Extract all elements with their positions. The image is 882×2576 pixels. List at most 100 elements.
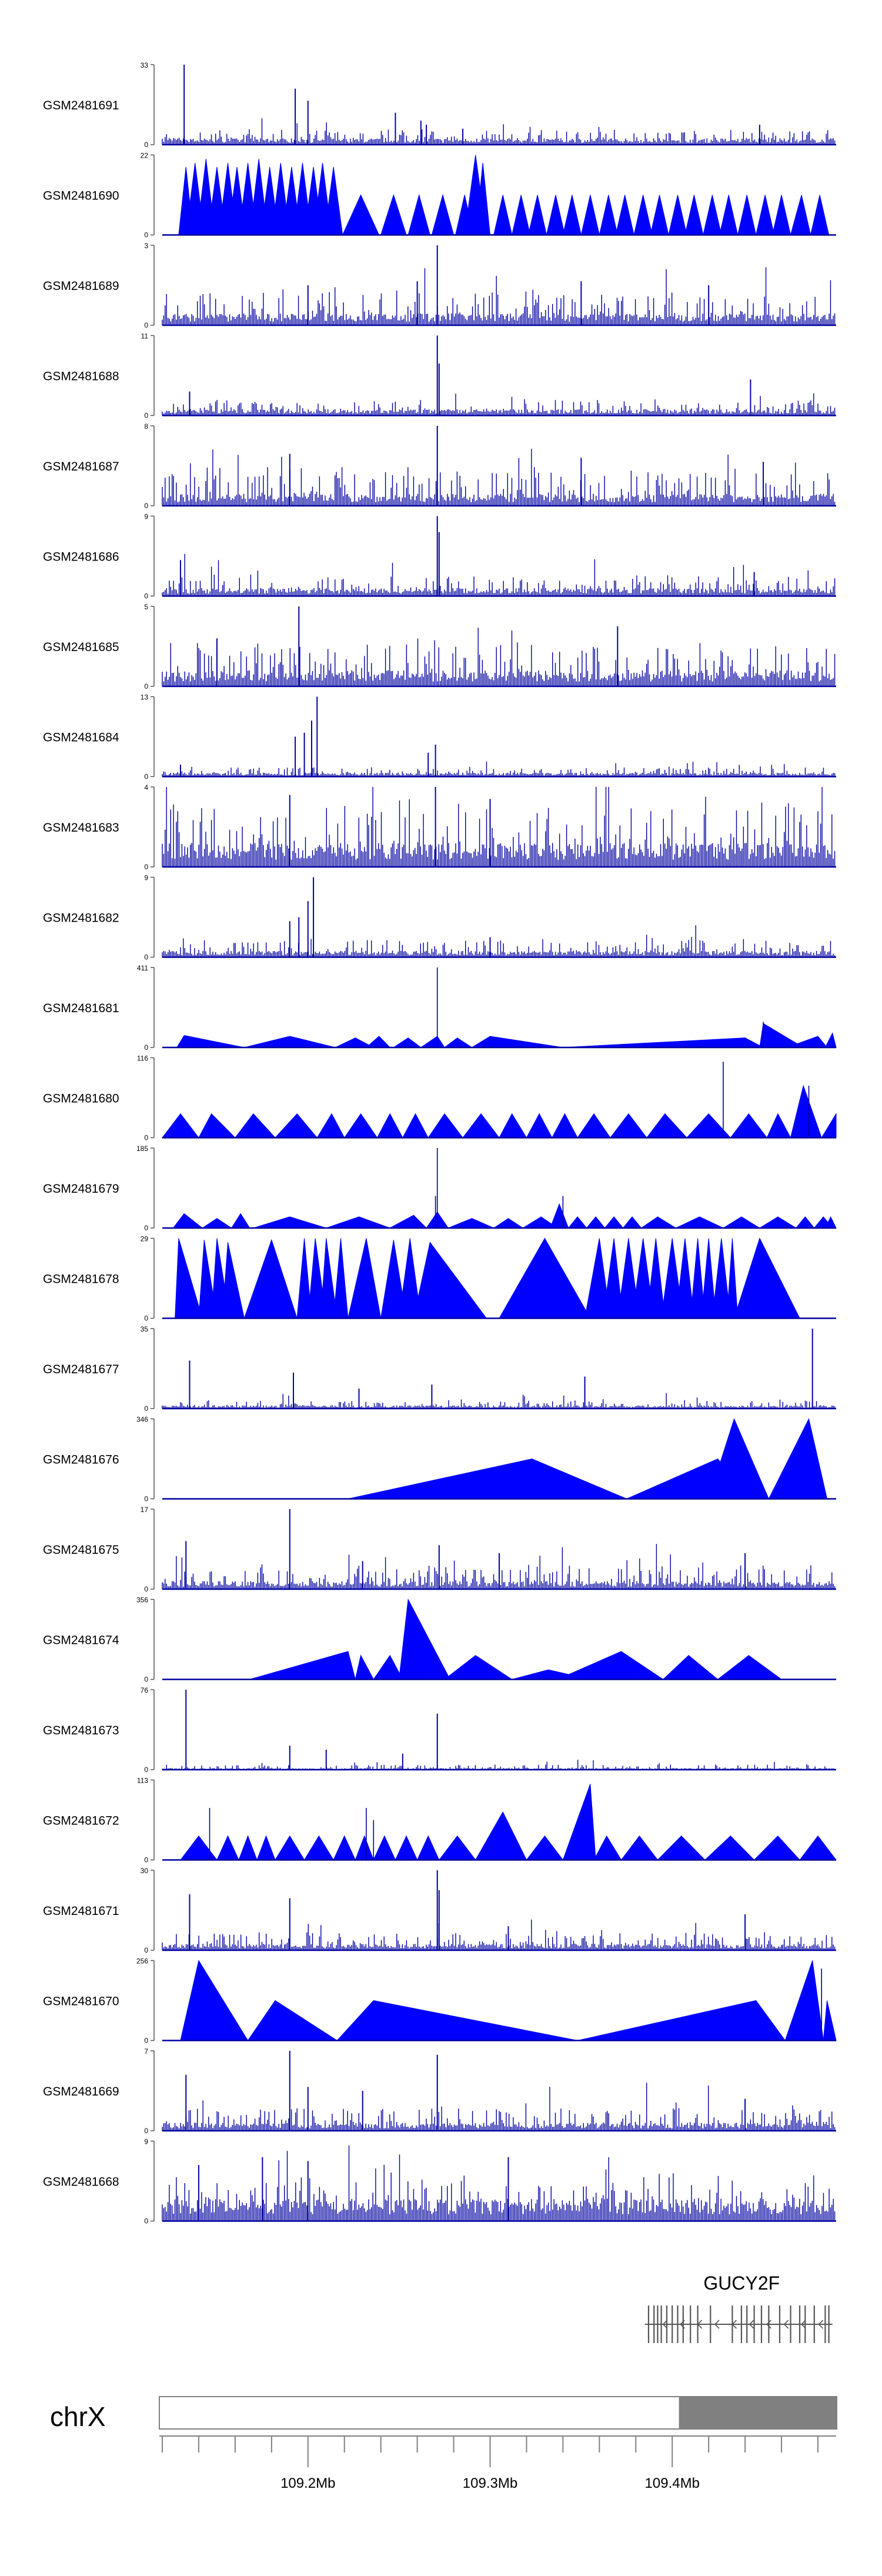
coverage-signal bbox=[162, 118, 836, 145]
coverage-block bbox=[392, 1037, 422, 1048]
genome-axis: chrX 109.2Mb 109.3Mb 109.4Mb bbox=[50, 2396, 837, 2491]
y-zero-label: 0 bbox=[144, 2217, 148, 2225]
coverage-block bbox=[799, 1835, 837, 1860]
coverage-block bbox=[179, 1835, 218, 1860]
coverage-block bbox=[431, 193, 455, 235]
coverage-signal bbox=[162, 761, 836, 777]
coverage-signal bbox=[162, 393, 836, 416]
coverage-block bbox=[546, 195, 566, 235]
track-label: GSM2481671 bbox=[43, 1904, 119, 1918]
track-label: GSM2481690 bbox=[43, 189, 119, 203]
y-zero-label: 0 bbox=[144, 1585, 148, 1593]
coverage-block bbox=[726, 1238, 739, 1319]
coverage-block bbox=[238, 1835, 258, 1860]
track-GSM2481689: GSM2481689 3 0 bbox=[43, 242, 836, 329]
coverage-block bbox=[365, 1036, 391, 1048]
y-zero-label: 0 bbox=[144, 592, 148, 600]
coverage-block bbox=[766, 1113, 791, 1138]
coverage-block bbox=[274, 1113, 318, 1138]
coverage-block bbox=[823, 2000, 837, 2041]
coverage-block bbox=[593, 1835, 622, 1860]
coverage-signal bbox=[162, 787, 836, 867]
track-GSM2481675: GSM2481675 17 0 bbox=[43, 1506, 836, 1593]
coverage-block bbox=[719, 195, 739, 235]
track-GSM2481686: GSM2481686 9 0 bbox=[43, 513, 836, 600]
y-zero-label: 0 bbox=[144, 682, 148, 690]
track-GSM2481680: GSM2481680 116 0 bbox=[43, 1055, 837, 1142]
coverage-block bbox=[198, 1113, 236, 1138]
coverage-block bbox=[821, 1112, 837, 1138]
coverage-block bbox=[380, 193, 407, 235]
coverage-block bbox=[526, 1113, 553, 1138]
coverage-block bbox=[615, 195, 634, 235]
coverage-signal bbox=[162, 2083, 836, 2131]
coverage-block bbox=[243, 1239, 298, 1319]
coverage-signal bbox=[162, 1919, 836, 1950]
coverage-block bbox=[499, 1237, 591, 1319]
coverage-block bbox=[577, 1113, 611, 1138]
coverage-block bbox=[620, 1835, 659, 1860]
track-GSM2481678: GSM2481678 29 0 bbox=[43, 1235, 836, 1323]
coverage-block bbox=[303, 1835, 335, 1860]
track-label: GSM2481683 bbox=[43, 821, 119, 835]
coverage-block bbox=[722, 1216, 761, 1229]
y-max-label: 411 bbox=[137, 964, 148, 972]
tick-label: 109.4Mb bbox=[645, 2475, 700, 2491]
coverage-signal bbox=[162, 553, 836, 596]
y-max-label: 113 bbox=[137, 1777, 148, 1785]
coverage-block bbox=[668, 195, 687, 235]
y-max-label: 76 bbox=[141, 1686, 149, 1694]
coverage-block bbox=[609, 1113, 647, 1138]
y-max-label: 29 bbox=[141, 1235, 149, 1243]
track-GSM2481682: GSM2481682 9 0 bbox=[43, 874, 836, 962]
coverage-block bbox=[784, 1960, 824, 2041]
coverage-block bbox=[703, 195, 722, 235]
coverage-block bbox=[527, 195, 547, 235]
coverage-block bbox=[633, 195, 653, 235]
y-max-label: 4 bbox=[144, 783, 148, 792]
coverage-block bbox=[180, 1960, 249, 2041]
coverage-block bbox=[376, 1113, 403, 1138]
coverage-signal bbox=[162, 1760, 836, 1770]
y-max-label: 9 bbox=[144, 513, 148, 521]
track-GSM2481691: GSM2481691 33 0 bbox=[43, 61, 836, 149]
coverage-block bbox=[562, 1784, 596, 1860]
coverage-block bbox=[355, 1835, 375, 1860]
y-max-label: 17 bbox=[141, 1506, 149, 1514]
y-zero-label: 0 bbox=[144, 953, 148, 962]
coverage-block bbox=[448, 1218, 494, 1229]
track-label: GSM2481684 bbox=[43, 731, 119, 745]
coverage-block bbox=[795, 1216, 815, 1229]
coverage-block bbox=[717, 1655, 783, 1680]
track-label: GSM2481674 bbox=[43, 1634, 119, 1647]
y-zero-label: 0 bbox=[144, 1314, 148, 1323]
coverage-signal bbox=[162, 1393, 836, 1409]
coverage-block bbox=[562, 195, 582, 235]
y-zero-label: 0 bbox=[144, 2127, 148, 2135]
y-max-label: 5 bbox=[144, 603, 148, 611]
gene-track: GUCY2F bbox=[644, 2273, 833, 2343]
track-label: GSM2481688 bbox=[43, 370, 119, 383]
coverage-block bbox=[790, 1085, 822, 1138]
tracks-layer: GSM2481691330GSM2481690220GSM248168930GS… bbox=[43, 61, 837, 2225]
strand-arrow bbox=[680, 2320, 685, 2329]
coverage-block bbox=[244, 1036, 336, 1048]
y-zero-label: 0 bbox=[144, 1043, 148, 1052]
coverage-block bbox=[420, 1036, 446, 1048]
track-GSM2481679: GSM2481679 185 0 bbox=[43, 1144, 837, 1232]
coverage-block bbox=[526, 1835, 564, 1860]
coverage-block bbox=[662, 1655, 719, 1680]
coverage-block bbox=[336, 2000, 578, 2041]
coverage-block bbox=[493, 195, 513, 235]
y-max-label: 256 bbox=[136, 1957, 148, 1966]
coverage-block bbox=[175, 1238, 203, 1319]
y-max-label: 13 bbox=[141, 693, 149, 702]
track-label: GSM2481682 bbox=[43, 912, 119, 925]
strand-arrow bbox=[731, 2320, 737, 2329]
track-label: GSM2481672 bbox=[43, 1814, 119, 1828]
coverage-block bbox=[462, 1113, 500, 1138]
coverage-block bbox=[407, 193, 430, 235]
coverage-block bbox=[389, 1214, 427, 1229]
strand-arrow bbox=[662, 2320, 668, 2329]
strand-arrow bbox=[801, 2320, 806, 2329]
